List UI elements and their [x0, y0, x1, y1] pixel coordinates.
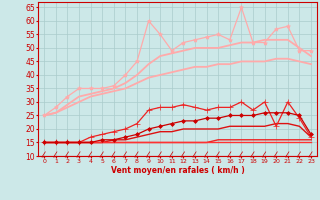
X-axis label: Vent moyen/en rafales ( km/h ): Vent moyen/en rafales ( km/h )	[111, 166, 244, 175]
